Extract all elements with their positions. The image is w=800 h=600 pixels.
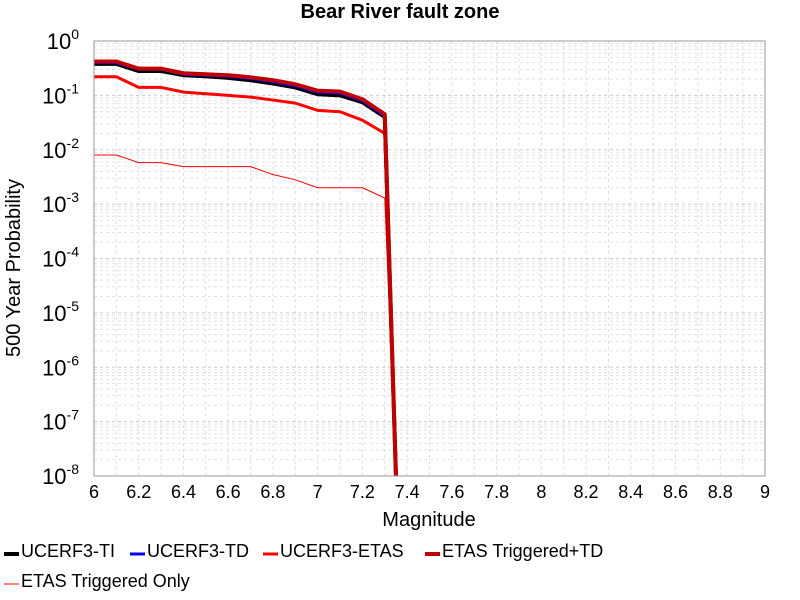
series-line-ucerf3-td <box>94 61 398 477</box>
y-tick-label: 10-5 <box>42 298 79 326</box>
x-tick-label: 6.4 <box>171 482 196 502</box>
y-tick-label: 10-1 <box>42 80 79 108</box>
x-tick-label: 6.6 <box>216 482 241 502</box>
y-tick-label: 10-2 <box>42 135 79 163</box>
legend-label-ucerf3-td: UCERF3-TD <box>147 541 249 561</box>
legend-label-ucerf3-ti: UCERF3-TI <box>21 541 115 561</box>
x-tick-label: 9 <box>760 482 770 502</box>
x-tick-label: 7.2 <box>350 482 375 502</box>
y-tick-label: 10-6 <box>42 352 79 380</box>
x-tick-label: 7.8 <box>484 482 509 502</box>
x-tick-label: 7.6 <box>439 482 464 502</box>
x-tick-label: 8.6 <box>663 482 688 502</box>
x-tick-label: 8.4 <box>618 482 643 502</box>
x-tick-label: 6 <box>89 482 99 502</box>
series-line-etas-triggered-td <box>94 59 398 477</box>
plot-layer <box>94 59 398 477</box>
series-line-etas-triggered-only <box>94 154 397 477</box>
series-line-ucerf3-ti <box>94 61 398 477</box>
chart-title: Bear River fault zone <box>301 1 500 23</box>
y-tick-label: 10-8 <box>42 461 79 489</box>
y-tick-label: 100 <box>47 26 79 54</box>
x-tick-label: 8.8 <box>708 482 733 502</box>
legend-label-ucerf3-etas: UCERF3-ETAS <box>280 541 404 561</box>
x-axis-label: Magnitude <box>382 509 475 531</box>
x-tick-label: 7 <box>313 482 323 502</box>
x-tick-label: 7.4 <box>395 482 420 502</box>
grid-layer <box>93 41 766 477</box>
legend: UCERF3-TI UCERF3-TD UCERF3-ETAS ETAS Trigge… <box>4 541 603 591</box>
x-tick-label: 8.2 <box>574 482 599 502</box>
x-tick-label: 6.2 <box>126 482 151 502</box>
y-tick-label: 10-7 <box>42 407 79 435</box>
legend-label-etas-triggered-td: ETAS Triggered+TD <box>442 541 603 561</box>
y-tick-label: 10-3 <box>42 189 79 217</box>
series-line-ucerf3-etas <box>94 75 398 477</box>
plot-frame <box>93 40 766 477</box>
legend-label-etas-triggered-only: ETAS Triggered Only <box>21 571 190 591</box>
y-tick-label: 10-4 <box>42 244 79 272</box>
y-tick-layer: 100 10-1 10-2 10-3 10-4 10-5 10-6 10-7 10-8 <box>42 26 79 489</box>
x-tick-label: 8 <box>536 482 546 502</box>
y-axis-label: 500 Year Probability <box>3 179 25 357</box>
x-tick-label: 6.8 <box>260 482 285 502</box>
x-tick-layer: 6 6.2 6.4 6.6 6.8 7 7.2 7.4 7.6 7.8 8 8.2 8.4 8.6 8.8 9 <box>89 482 770 502</box>
